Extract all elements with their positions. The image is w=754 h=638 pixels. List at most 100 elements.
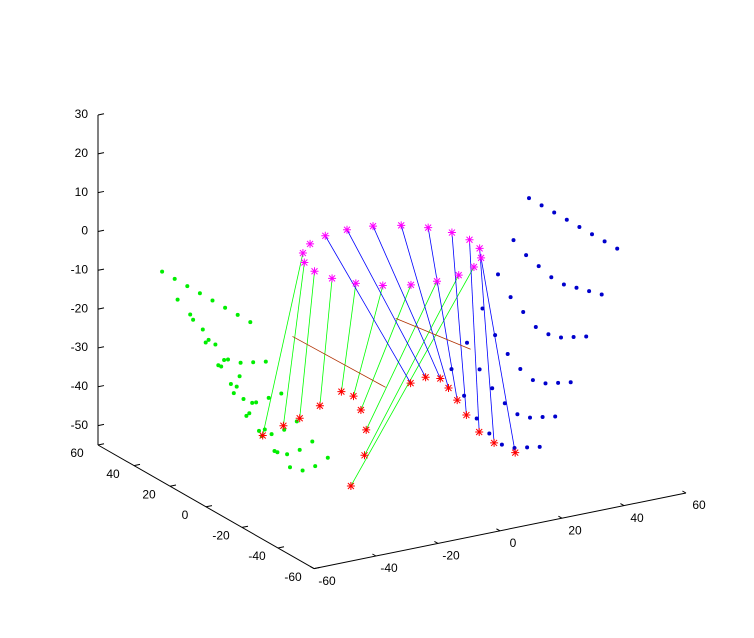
- link-line: [469, 239, 480, 433]
- dot-marker: [571, 334, 576, 339]
- dot-marker: [527, 196, 531, 201]
- dot-marker: [490, 386, 495, 391]
- dot-marker: [502, 401, 507, 406]
- x-tick-label: -60: [318, 574, 336, 588]
- dot-marker: [537, 444, 542, 449]
- link-line: [372, 225, 441, 379]
- dot-marker: [536, 264, 541, 269]
- star-marker: [258, 431, 267, 440]
- dot-marker: [172, 276, 177, 281]
- dot-marker: [285, 452, 290, 457]
- star-marker: [444, 383, 453, 392]
- star-marker: [346, 481, 355, 490]
- dot-marker: [219, 364, 224, 369]
- y-tick-label: 40: [106, 467, 120, 481]
- dot-marker: [499, 442, 504, 447]
- dot-marker: [543, 381, 548, 386]
- x-tick-label: 40: [630, 511, 644, 525]
- dot-marker: [528, 415, 532, 420]
- dot-marker: [518, 366, 523, 371]
- dot-marker: [206, 337, 211, 342]
- x-tick-label: -20: [442, 549, 460, 563]
- dot-marker: [574, 285, 579, 290]
- star-marker: [447, 228, 456, 237]
- star-marker: [300, 258, 309, 267]
- dot-marker: [462, 393, 467, 398]
- y-tick: [241, 525, 249, 528]
- star-marker: [406, 280, 415, 289]
- z-tick-label: 20: [75, 146, 89, 160]
- star-marker: [475, 244, 484, 253]
- link-line: [360, 284, 412, 411]
- dot-marker: [584, 334, 589, 339]
- dot-marker: [262, 427, 267, 432]
- dot-marker: [480, 306, 485, 311]
- x-tick: [682, 490, 687, 494]
- z-tick-label: -30: [71, 340, 89, 354]
- dot-marker: [300, 468, 305, 473]
- star-marker: [306, 239, 315, 248]
- link-line: [350, 266, 475, 487]
- dot-marker: [515, 412, 520, 417]
- dot-marker: [250, 400, 255, 405]
- star-marker: [351, 279, 360, 288]
- y-tick: [133, 463, 141, 467]
- z-tick-label: 30: [75, 107, 89, 121]
- z-tick-label: 0: [81, 224, 88, 238]
- dot-marker: [275, 450, 280, 455]
- dot-marker: [237, 374, 242, 379]
- link-line: [353, 285, 384, 397]
- dot-marker: [615, 246, 620, 251]
- dot-marker: [175, 297, 180, 302]
- dot-marker: [213, 342, 218, 347]
- z-tick: [97, 307, 105, 310]
- dot-marker: [505, 352, 510, 357]
- star-marker: [369, 222, 378, 231]
- star-marker: [511, 448, 520, 457]
- star-marker: [421, 373, 430, 382]
- link-line: [427, 227, 458, 401]
- dot-marker: [222, 358, 227, 363]
- dot-marker: [493, 333, 498, 338]
- dot-marker: [587, 289, 592, 294]
- star-marker: [433, 277, 441, 286]
- star-marker: [378, 281, 387, 290]
- x-tick-label: 0: [510, 536, 517, 550]
- dot-marker: [477, 367, 482, 372]
- dot-marker: [568, 380, 573, 385]
- x-tick: [310, 566, 315, 570]
- dot-marker: [512, 445, 517, 450]
- star-marker: [397, 221, 406, 230]
- star-marker: [406, 379, 415, 388]
- link-line: [479, 248, 495, 443]
- dot-marker: [525, 445, 530, 450]
- star-marker: [362, 425, 371, 434]
- star-marker: [454, 271, 463, 280]
- y-tick-label: -60: [284, 570, 302, 584]
- dot-marker: [549, 275, 554, 280]
- star-marker: [295, 414, 304, 423]
- star-marker: [475, 427, 484, 436]
- dot-marker: [279, 391, 284, 396]
- dot-marker: [511, 238, 516, 243]
- star-marker: [328, 274, 337, 283]
- x-tick: [620, 503, 625, 507]
- z-tick: [97, 113, 105, 116]
- x-tick: [372, 553, 377, 557]
- dot-marker: [496, 272, 500, 277]
- x-tick-label: 60: [692, 498, 706, 512]
- x-tick-label: 20: [568, 523, 582, 537]
- dot-marker: [263, 359, 268, 364]
- dot-marker: [474, 416, 479, 421]
- dot-marker: [297, 447, 302, 452]
- link-line: [341, 283, 357, 392]
- dot-marker: [559, 335, 563, 340]
- z-tick: [97, 190, 105, 194]
- link-line: [365, 281, 438, 431]
- dot-marker: [197, 291, 202, 296]
- dot-marker: [524, 253, 529, 258]
- z-tick-label: -10: [71, 262, 89, 276]
- x-tick: [496, 528, 501, 532]
